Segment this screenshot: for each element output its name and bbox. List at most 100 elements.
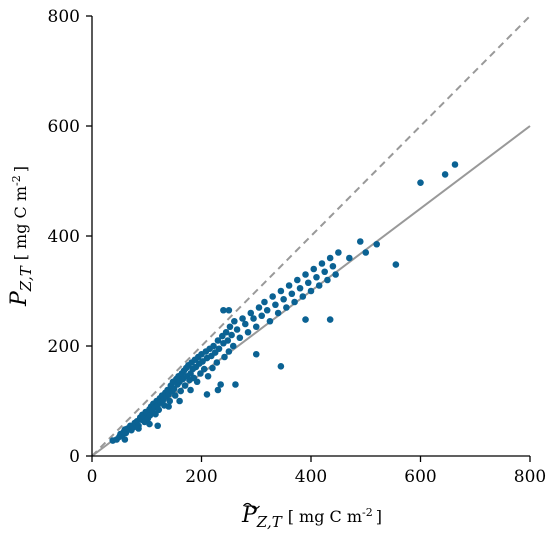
- data-point: [247, 309, 255, 317]
- data-point: [441, 171, 449, 178]
- x-tick-label: 400: [295, 467, 327, 487]
- data-point: [177, 387, 184, 395]
- data-point: [214, 386, 222, 394]
- data-point: [244, 328, 252, 336]
- one-to-one-line: [91, 15, 531, 457]
- data-point: [224, 337, 232, 344]
- data-point: [307, 287, 315, 295]
- data-point: [277, 363, 285, 370]
- data-point: [171, 392, 179, 399]
- y-tick-label: 0: [69, 447, 80, 467]
- data-point: [209, 364, 216, 372]
- x-axis-ticks: 0 200 400 600 800: [87, 456, 546, 487]
- data-point: [315, 282, 323, 289]
- data-point: [204, 372, 212, 380]
- data-point: [269, 293, 276, 300]
- x-axis-title-symbol: P: [241, 503, 258, 528]
- data-point: [210, 342, 217, 350]
- data-point: [283, 304, 290, 311]
- data-point: [215, 345, 223, 353]
- x-tick-label: 800: [514, 467, 546, 487]
- y-tick-label: 400: [48, 227, 80, 247]
- data-point: [285, 282, 293, 289]
- y-axis-title-symbol: P: [7, 290, 32, 307]
- x-tick-label: 200: [185, 467, 217, 487]
- data-point: [220, 306, 227, 314]
- y-tick-label: 600: [48, 117, 80, 137]
- data-point: [346, 254, 353, 262]
- data-point: [329, 262, 337, 270]
- data-point: [417, 179, 424, 186]
- data-point: [373, 240, 381, 248]
- data-point: [252, 350, 260, 358]
- data-point: [197, 370, 204, 377]
- data-point: [233, 326, 241, 333]
- data-point: [231, 317, 238, 325]
- data-point: [258, 312, 266, 320]
- data-point: [274, 309, 282, 317]
- data-point: [304, 279, 312, 287]
- x-axis-title-tilde: [243, 502, 260, 510]
- data-point: [135, 425, 142, 432]
- data-point: [294, 276, 301, 284]
- data-point: [236, 334, 244, 342]
- data-point: [228, 331, 235, 339]
- data-point: [176, 397, 183, 405]
- data-point: [225, 348, 233, 355]
- data-point: [121, 436, 129, 443]
- data-point: [232, 381, 239, 388]
- data-point: [326, 254, 334, 262]
- y-tick-label: 200: [48, 337, 80, 357]
- data-point: [203, 391, 211, 398]
- data-point: [165, 403, 172, 410]
- data-point: [242, 320, 249, 328]
- data-point: [324, 276, 331, 284]
- data-point: [217, 381, 224, 388]
- x-axis-title-unit-sup: -2: [362, 506, 373, 519]
- data-point: [166, 397, 174, 405]
- data-point: [288, 290, 296, 298]
- y-axis-title-unit-end: ]: [11, 166, 30, 172]
- data-point: [392, 261, 400, 268]
- x-axis-title-unit-end: ]: [376, 507, 382, 526]
- data-point: [155, 406, 163, 414]
- data-point: [146, 420, 153, 428]
- x-axis-title-unit: [ mg C m: [288, 507, 362, 526]
- data-point: [335, 249, 342, 256]
- x-tick-label: 0: [87, 467, 98, 487]
- data-point: [154, 422, 161, 430]
- data-point: [250, 315, 257, 322]
- data-point: [302, 316, 309, 323]
- data-point: [229, 342, 237, 350]
- data-point: [326, 316, 334, 323]
- data-point: [263, 306, 271, 314]
- x-axis-title: PZ,T [ mg C m-2]: [241, 503, 382, 531]
- data-point: [296, 284, 304, 292]
- data-point: [200, 365, 208, 373]
- data-points: [109, 161, 459, 444]
- data-point: [318, 260, 326, 267]
- data-point: [280, 295, 287, 303]
- data-point: [187, 386, 194, 394]
- data-point: [193, 378, 201, 386]
- data-point: [291, 298, 298, 306]
- data-point: [332, 271, 339, 278]
- data-point: [213, 359, 221, 366]
- data-point: [277, 287, 285, 295]
- data-point: [313, 273, 320, 281]
- data-point: [266, 317, 274, 325]
- data-point: [214, 337, 222, 344]
- data-point: [225, 306, 233, 314]
- y-tick-label: 800: [48, 7, 80, 27]
- y-axis-title: PZ,T [ mg C m-2]: [7, 166, 35, 307]
- y-axis-ticks: 0 200 400 600 800: [48, 7, 92, 467]
- data-point: [272, 301, 279, 309]
- y-axis-title-subscript: Z,T: [17, 265, 35, 292]
- data-point: [299, 293, 307, 300]
- data-point: [356, 238, 364, 245]
- data-point: [239, 315, 246, 322]
- y-axis-title-unit: [ mg C m: [11, 186, 30, 260]
- data-point: [261, 298, 268, 306]
- data-point: [451, 161, 459, 168]
